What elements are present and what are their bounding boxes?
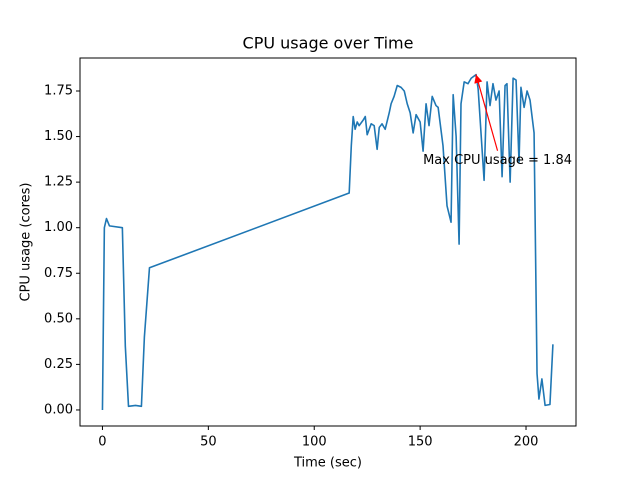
y-tick-label: 0.25 bbox=[44, 357, 73, 372]
x-tick-label: 0 bbox=[98, 435, 106, 450]
y-tick-label: 1.00 bbox=[44, 220, 73, 235]
x-tick-label: 50 bbox=[200, 435, 217, 450]
y-axis-label: CPU usage (cores) bbox=[19, 183, 34, 302]
y-tick-label: 1.50 bbox=[44, 129, 73, 144]
annotation-text: Max CPU usage = 1.84 bbox=[423, 153, 572, 168]
y-tick-label: 0.50 bbox=[44, 311, 73, 326]
x-tick-label: 200 bbox=[514, 435, 539, 450]
x-axis-label: Time (sec) bbox=[293, 456, 362, 471]
y-tick-label: 0.75 bbox=[44, 266, 73, 281]
y-tick-label: 1.25 bbox=[44, 175, 73, 190]
x-tick-label: 150 bbox=[408, 435, 433, 450]
plot-frame bbox=[79, 57, 577, 427]
x-tick-label: 100 bbox=[302, 435, 327, 450]
y-tick-label: 1.75 bbox=[44, 83, 73, 98]
data-line bbox=[101, 73, 554, 410]
chart-title: CPU usage over Time bbox=[243, 34, 414, 53]
y-tick-label: 0.00 bbox=[44, 402, 73, 417]
annotation-arrow bbox=[474, 74, 499, 151]
